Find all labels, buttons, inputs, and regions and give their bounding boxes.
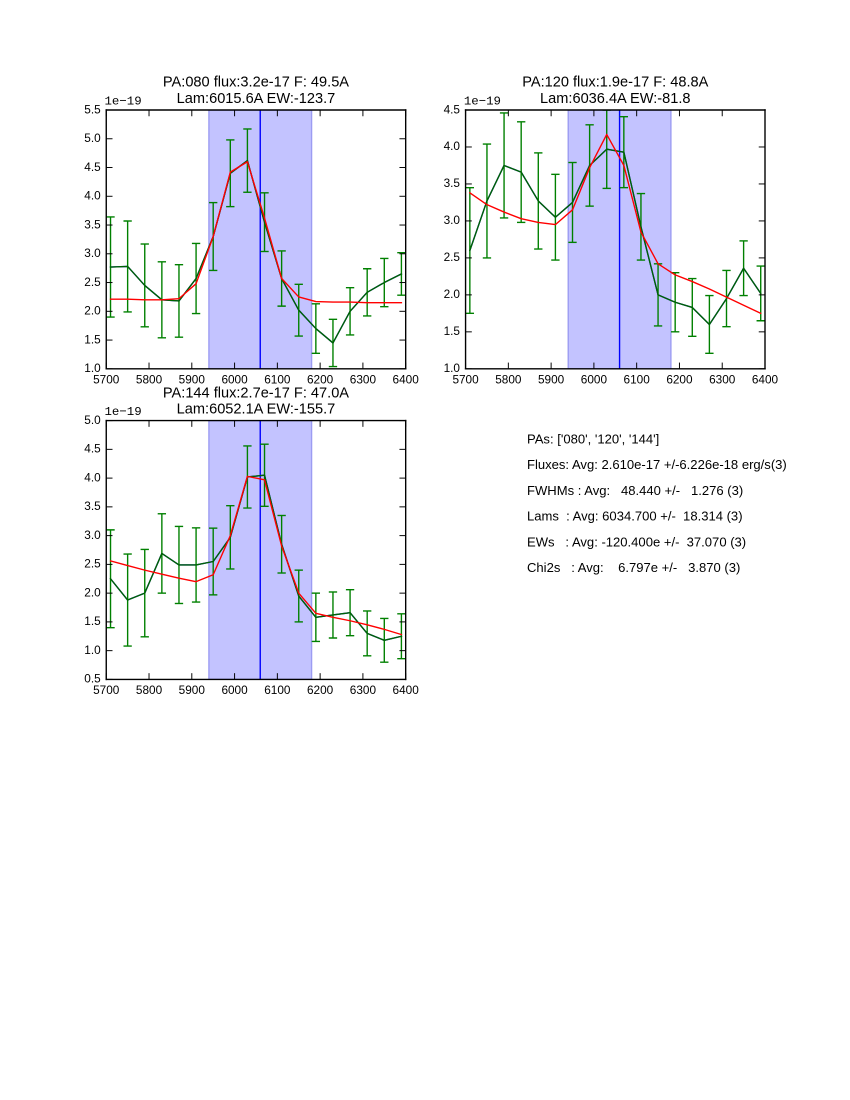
svg-text:5800: 5800: [136, 372, 163, 386]
svg-text:6400: 6400: [752, 372, 779, 386]
svg-text:5.0: 5.0: [84, 131, 101, 145]
svg-text:3.5: 3.5: [84, 217, 101, 231]
svg-text:6000: 6000: [221, 683, 248, 697]
svg-text:5900: 5900: [179, 372, 206, 386]
svg-text:5700: 5700: [93, 683, 120, 697]
svg-text:PA:144 flux:2.7e-17 F: 47.0A: PA:144 flux:2.7e-17 F: 47.0A: [163, 385, 349, 401]
svg-text:Chi2s : Avg: 6.797e +/-: Chi2s : Avg: 6.797e +/- 3.870 (3): [527, 560, 740, 575]
svg-text:EWs : Avg: -120.400e +/- 37: EWs : Avg: -120.400e +/- 37.070 (3): [527, 534, 746, 549]
svg-text:0.5: 0.5: [84, 672, 101, 686]
svg-text:2.0: 2.0: [444, 287, 461, 301]
svg-text:3.5: 3.5: [84, 499, 101, 513]
svg-text:2.0: 2.0: [84, 585, 101, 599]
svg-text:5.5: 5.5: [84, 102, 101, 116]
svg-text:1.5: 1.5: [84, 332, 101, 346]
svg-text:4.5: 4.5: [444, 102, 461, 116]
svg-text:2.5: 2.5: [84, 275, 101, 289]
svg-text:Fluxes: Avg: 2.610e-17 +/-6.22: Fluxes: Avg: 2.610e-17 +/-6.226e-18 erg/…: [527, 457, 787, 472]
svg-text:6200: 6200: [666, 372, 693, 386]
svg-text:4.0: 4.0: [84, 189, 101, 203]
svg-text:3.0: 3.0: [84, 528, 101, 542]
svg-text:1e−19: 1e−19: [105, 95, 142, 109]
svg-text:PA:120 flux:1.9e-17 F: 48.8A: PA:120 flux:1.9e-17 F: 48.8A: [522, 75, 708, 91]
svg-text:5900: 5900: [179, 683, 206, 697]
svg-text:5800: 5800: [136, 683, 163, 697]
svg-text:Lam:6052.1A EW:-155.7: Lam:6052.1A EW:-155.7: [177, 402, 336, 418]
svg-text:5900: 5900: [538, 372, 565, 386]
svg-text:6300: 6300: [350, 683, 377, 697]
svg-text:5.0: 5.0: [84, 413, 101, 427]
svg-text:PA:080 flux:3.2e-17 F: 49.5A: PA:080 flux:3.2e-17 F: 49.5A: [163, 75, 349, 91]
svg-text:FWHMs : Avg: 48.440 +/- 1.: FWHMs : Avg: 48.440 +/- 1.276 (3): [527, 483, 743, 498]
svg-text:1.0: 1.0: [84, 643, 101, 657]
svg-text:PAs: ['080', '120', '144']: PAs: ['080', '120', '144']: [527, 432, 659, 447]
svg-text:5700: 5700: [93, 372, 120, 386]
svg-text:6100: 6100: [264, 683, 291, 697]
svg-text:4.5: 4.5: [84, 442, 101, 456]
svg-text:2.0: 2.0: [84, 304, 101, 318]
svg-text:Lams : Avg: 6034.700 +/- 18.: Lams : Avg: 6034.700 +/- 18.314 (3): [527, 509, 743, 524]
svg-text:3.0: 3.0: [84, 246, 101, 260]
svg-text:4.0: 4.0: [444, 139, 461, 153]
svg-text:6200: 6200: [307, 372, 334, 386]
svg-text:2.5: 2.5: [444, 250, 461, 264]
svg-text:1.0: 1.0: [84, 361, 101, 375]
svg-text:6200: 6200: [307, 683, 334, 697]
svg-text:Lam:6036.4A EW:-81.8: Lam:6036.4A EW:-81.8: [540, 91, 690, 107]
svg-text:5800: 5800: [495, 372, 522, 386]
svg-text:4.5: 4.5: [84, 160, 101, 174]
svg-text:1.0: 1.0: [444, 361, 461, 375]
svg-text:3.0: 3.0: [444, 213, 461, 227]
svg-text:6000: 6000: [581, 372, 608, 386]
svg-text:1.5: 1.5: [444, 324, 461, 338]
svg-text:6300: 6300: [709, 372, 736, 386]
svg-text:4.0: 4.0: [84, 470, 101, 484]
svg-text:6100: 6100: [624, 372, 651, 386]
svg-text:Lam:6015.6A EW:-123.7: Lam:6015.6A EW:-123.7: [177, 91, 336, 107]
svg-text:1e−19: 1e−19: [105, 405, 142, 419]
svg-text:1.5: 1.5: [84, 614, 101, 628]
svg-text:5700: 5700: [452, 372, 479, 386]
svg-text:2.5: 2.5: [84, 557, 101, 571]
svg-text:6100: 6100: [264, 372, 291, 386]
svg-text:6300: 6300: [350, 372, 377, 386]
svg-text:6000: 6000: [221, 372, 248, 386]
svg-text:6400: 6400: [393, 372, 420, 386]
svg-text:6400: 6400: [393, 683, 420, 697]
svg-text:1e−19: 1e−19: [464, 95, 501, 109]
svg-text:3.5: 3.5: [444, 176, 461, 190]
